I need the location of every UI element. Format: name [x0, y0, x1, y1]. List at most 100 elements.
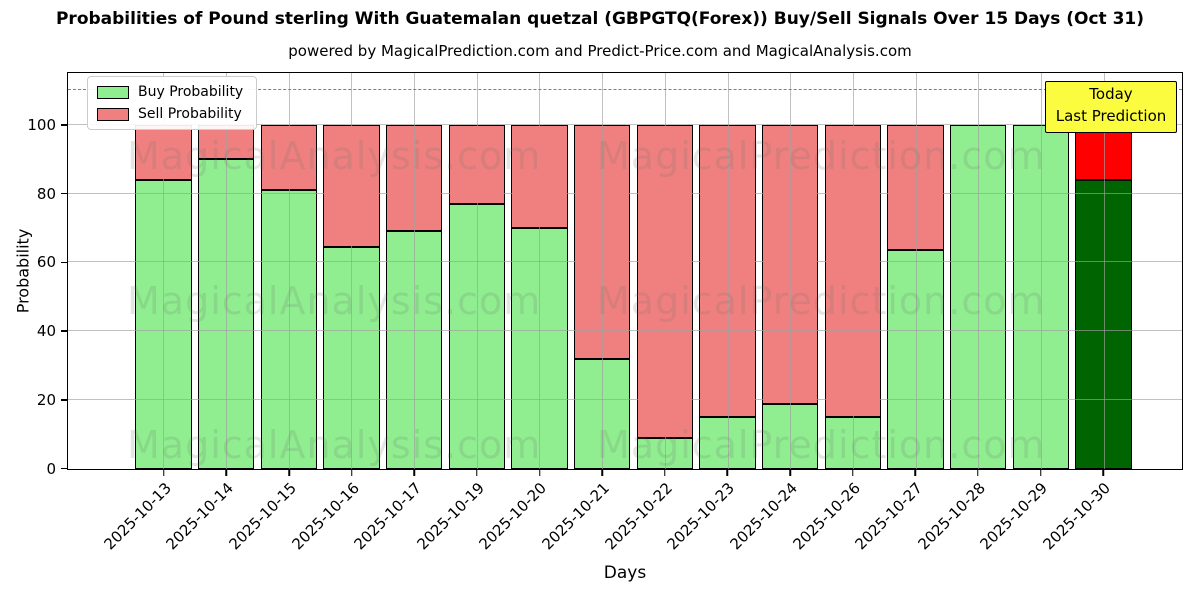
y-tick-mark — [61, 192, 67, 195]
x-tick-mark — [225, 470, 228, 476]
sell-bar-segment — [887, 124, 944, 251]
bar-slot — [696, 73, 759, 469]
y-tick-mark — [61, 467, 67, 470]
buy-bar-segment — [511, 227, 568, 469]
buy-bar-segment — [573, 358, 631, 469]
buy-bar-segment — [1012, 124, 1070, 469]
y-axis-label: Probability — [13, 228, 33, 314]
sell-bar-segment — [573, 124, 631, 359]
x-axis-tick-labels: 2025-10-13 2025-10-14 2025-10-15 2025-10-16… — [100, 479, 1135, 569]
legend-label-buy: Buy Probability — [138, 84, 244, 100]
x-tick-label: 2025-10-21 — [538, 479, 613, 554]
bar-slot — [445, 73, 508, 469]
x-tick-mark — [726, 470, 729, 476]
bar-slot — [508, 73, 571, 469]
vertical-gridline — [852, 73, 854, 469]
x-tick-mark — [476, 470, 478, 476]
y-tick-mark — [61, 124, 67, 126]
x-tick-mark — [538, 470, 541, 476]
vertical-gridline — [915, 73, 917, 469]
vertical-gridline — [727, 73, 729, 469]
x-tick-mark — [789, 470, 791, 476]
sell-bar-segment — [511, 124, 568, 228]
x-tick-mark — [851, 470, 854, 476]
chart-title: Probabilities of Pound sterling With Gua… — [55, 9, 1145, 29]
bar-slot — [634, 73, 697, 469]
vertical-gridline — [978, 73, 980, 469]
sell-bar-segment — [824, 124, 882, 418]
x-tick-mark — [1039, 470, 1042, 476]
vertical-gridline — [226, 73, 228, 469]
sell-bar-segment — [762, 124, 819, 404]
buy-bar-segment — [135, 179, 192, 469]
legend-label-sell: Sell Probability — [138, 106, 242, 122]
buy-bar-segment — [636, 438, 694, 469]
vertical-gridline — [1103, 73, 1105, 469]
x-tick-mark — [601, 470, 603, 476]
y-tick-label: 60 — [36, 253, 56, 272]
bar-slot — [320, 73, 383, 469]
bar-slot — [1072, 73, 1135, 469]
x-tick-label: 2025-10-24 — [726, 479, 801, 554]
x-tick-mark — [413, 470, 416, 476]
vertical-gridline — [602, 73, 604, 469]
bar-slot — [571, 73, 634, 469]
bar-slot — [195, 73, 258, 469]
sell-swatch-icon — [97, 107, 129, 121]
vertical-gridline — [476, 73, 478, 469]
buy-bar-segment — [448, 203, 505, 469]
vertical-gridline — [414, 73, 416, 469]
buy-bar-segment — [197, 159, 255, 469]
x-tick-label: 2025-10-30 — [1039, 479, 1114, 554]
today-annotation-line2: Last Prediction — [1055, 106, 1167, 125]
buy-bar-segment — [762, 403, 819, 469]
y-tick-label: 0 — [46, 459, 56, 478]
vertical-gridline — [790, 73, 792, 469]
sell-bar-segment — [323, 124, 380, 247]
bar-slot — [383, 73, 446, 469]
sell-bar-segment — [197, 124, 255, 160]
legend-item-sell: Sell Probability — [97, 106, 243, 122]
vertical-gridline — [1040, 73, 1042, 469]
bar-slot — [947, 73, 1010, 469]
y-tick-label: 40 — [36, 322, 56, 341]
legend: Buy Probability Sell Probability — [87, 76, 258, 130]
sell-bar-segment — [260, 124, 317, 191]
legend-item-buy: Buy Probability — [97, 84, 243, 100]
sell-bar-segment — [699, 124, 756, 418]
bar-slot — [257, 73, 320, 469]
sell-bar-segment — [135, 124, 192, 180]
y-tick-mark — [61, 330, 67, 332]
today-annotation: Today Last Prediction — [1045, 81, 1177, 133]
y-axis-tick-labels: 0 20 40 60 80 100 — [0, 74, 56, 477]
bars-layer — [132, 73, 1135, 469]
bar-slot — [884, 73, 947, 469]
chart-subtitle: powered by MagicalPrediction.com and Pre… — [288, 42, 912, 60]
x-tick-mark — [163, 470, 165, 476]
buy-bar-segment — [950, 124, 1007, 469]
buy-bar-segment — [385, 231, 443, 469]
buy-bar-segment — [699, 417, 756, 469]
vertical-gridline — [288, 73, 290, 469]
y-axis-tick-marks — [61, 74, 67, 470]
y-tick-label: 20 — [36, 390, 56, 409]
y-tick-label: 80 — [36, 184, 56, 203]
vertical-gridline — [664, 73, 666, 469]
buy-bar-segment — [260, 190, 317, 469]
x-tick-mark — [1102, 470, 1104, 476]
bar-slot — [822, 73, 885, 469]
x-tick-mark — [350, 470, 353, 476]
bar-slot — [1010, 73, 1073, 469]
bar-slot — [759, 73, 822, 469]
bar-slot — [132, 73, 195, 469]
buy-bar-segment — [824, 417, 882, 469]
x-axis-tick-marks — [133, 470, 1135, 476]
x-tick-mark — [914, 470, 917, 476]
vertical-gridline — [351, 73, 353, 469]
sell-bar-segment — [636, 124, 694, 439]
x-axis-label: Days — [603, 563, 647, 583]
sell-bar-segment — [385, 124, 443, 232]
buy-bar-segment — [1075, 179, 1132, 469]
today-annotation-line1: Today — [1089, 85, 1133, 103]
